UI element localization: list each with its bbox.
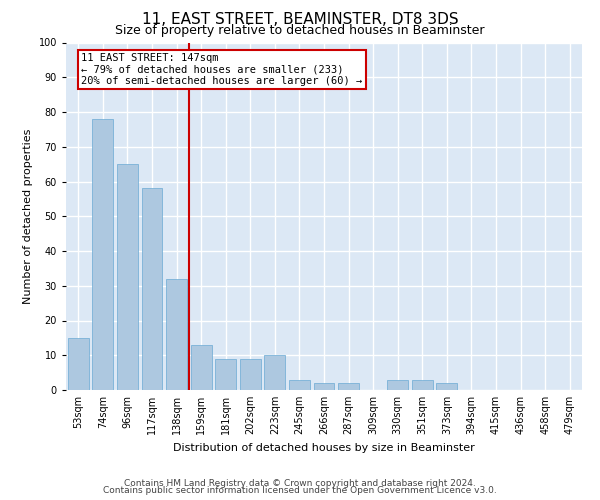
Bar <box>92 119 113 390</box>
Bar <box>436 383 457 390</box>
Text: Contains HM Land Registry data © Crown copyright and database right 2024.: Contains HM Land Registry data © Crown c… <box>124 478 476 488</box>
Bar <box>240 358 261 390</box>
Bar <box>166 279 187 390</box>
Bar <box>289 380 310 390</box>
Bar <box>314 383 334 390</box>
Text: Size of property relative to detached houses in Beaminster: Size of property relative to detached ho… <box>115 24 485 37</box>
Bar <box>265 355 286 390</box>
Text: Contains public sector information licensed under the Open Government Licence v3: Contains public sector information licen… <box>103 486 497 495</box>
Y-axis label: Number of detached properties: Number of detached properties <box>23 128 33 304</box>
Text: 11, EAST STREET, BEAMINSTER, DT8 3DS: 11, EAST STREET, BEAMINSTER, DT8 3DS <box>142 12 458 28</box>
Bar <box>215 358 236 390</box>
Bar <box>338 383 359 390</box>
Bar <box>387 380 408 390</box>
Bar <box>191 345 212 390</box>
Bar <box>117 164 138 390</box>
Bar <box>142 188 163 390</box>
X-axis label: Distribution of detached houses by size in Beaminster: Distribution of detached houses by size … <box>173 442 475 452</box>
Bar <box>412 380 433 390</box>
Bar <box>68 338 89 390</box>
Text: 11 EAST STREET: 147sqm
← 79% of detached houses are smaller (233)
20% of semi-de: 11 EAST STREET: 147sqm ← 79% of detached… <box>82 53 363 86</box>
